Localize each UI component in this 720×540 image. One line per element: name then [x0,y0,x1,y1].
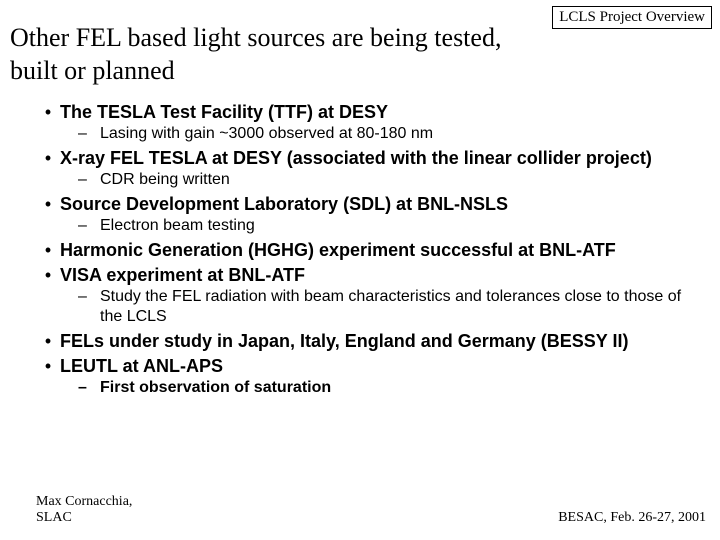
bullet-text: VISA experiment at BNL-ATF [60,264,305,286]
bullet-item: •Source Development Laboratory (SDL) at … [36,193,700,215]
dash-icon: – [78,216,100,236]
bullet-icon: • [36,193,60,215]
bullet-item: •Harmonic Generation (HGHG) experiment s… [36,239,700,261]
bullet-text: Source Development Laboratory (SDL) at B… [60,193,508,215]
footer-author: Max Cornacchia, [36,494,132,510]
sub-bullet-text: First observation of saturation [100,378,331,398]
bullet-icon: • [36,355,60,377]
bullet-icon: • [36,101,60,123]
sub-bullet-item: –First observation of saturation [78,378,700,398]
footer-event: BESAC, Feb. 26-27, 2001 [558,510,706,526]
bullet-icon: • [36,147,60,169]
dash-icon: – [78,124,100,144]
bullet-text: LEUTL at ANL-APS [60,355,223,377]
bullet-text: FELs under study in Japan, Italy, Englan… [60,330,628,352]
bullet-text: The TESLA Test Facility (TTF) at DESY [60,101,388,123]
sub-bullet-item: –Study the FEL radiation with beam chara… [78,287,700,327]
bullet-icon: • [36,239,60,261]
bullet-icon: • [36,264,60,286]
project-overview-badge: LCLS Project Overview [552,6,712,29]
dash-icon: – [78,287,100,307]
sub-bullet-item: –CDR being written [78,170,700,190]
bullet-text: X-ray FEL TESLA at DESY (associated with… [60,147,652,169]
footer-org: SLAC [36,510,132,526]
footer-author-block: Max Cornacchia, SLAC [36,494,132,526]
bullet-text: Harmonic Generation (HGHG) experiment su… [60,239,616,261]
sub-bullet-text: Study the FEL radiation with beam charac… [100,287,700,327]
sub-bullet-text: Electron beam testing [100,216,255,236]
bullet-item: •LEUTL at ANL-APS [36,355,700,377]
dash-icon: – [78,378,100,398]
bullet-item: •The TESLA Test Facility (TTF) at DESY [36,101,700,123]
sub-bullet-text: Lasing with gain ~3000 observed at 80-18… [100,124,433,144]
sub-bullet-item: –Electron beam testing [78,216,700,236]
project-overview-label: LCLS Project Overview [559,9,705,25]
bullet-item: •FELs under study in Japan, Italy, Engla… [36,330,700,352]
slide-body: •The TESLA Test Facility (TTF) at DESY–L… [36,98,700,400]
sub-bullet-item: –Lasing with gain ~3000 observed at 80-1… [78,124,700,144]
bullet-icon: • [36,330,60,352]
bullet-item: •VISA experiment at BNL-ATF [36,264,700,286]
sub-bullet-text: CDR being written [100,170,230,190]
dash-icon: – [78,170,100,190]
bullet-item: •X-ray FEL TESLA at DESY (associated wit… [36,147,700,169]
slide-title: Other FEL based light sources are being … [10,22,550,87]
